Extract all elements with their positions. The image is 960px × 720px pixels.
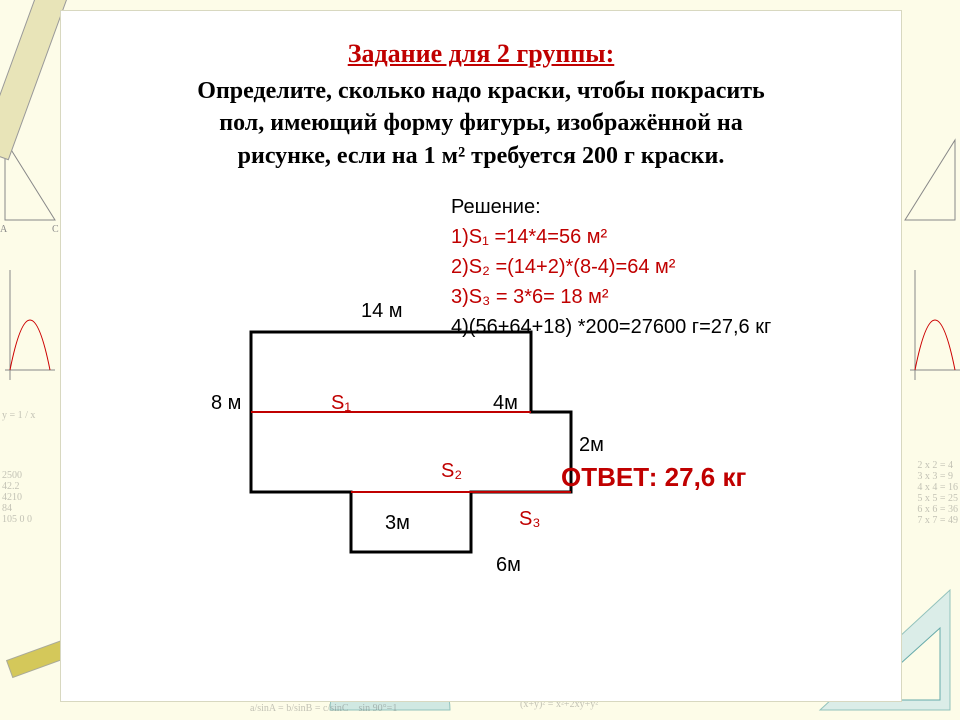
content-panel: Задание для 2 группы: Определите, скольк… — [60, 10, 902, 702]
problem-line-1: Определите, сколько надо краски, чтобы п… — [197, 78, 764, 104]
deco-axes-left — [0, 260, 55, 390]
deco-text-nums-left: 250042.2421084105 0 0 — [2, 470, 32, 525]
label-2m: 2м — [579, 434, 604, 457]
solution-step-1: 1)S₁ =14*4=56 м² — [451, 222, 771, 252]
deco-triangle-right — [900, 120, 960, 240]
label-8m: 8 м — [211, 392, 241, 415]
deco-axes-right — [905, 260, 960, 390]
label-s1: S₁ — [331, 392, 351, 415]
problem-line-3: рисунке, если на 1 м² требуется 200 г кр… — [238, 143, 725, 169]
solution-step-4: 4)(56+64+18) *200=27600 г=27,6 кг — [451, 312, 771, 342]
label-4m: 4м — [493, 392, 518, 415]
deco-text-mult: 2 x 2 = 43 x 3 = 94 x 4 = 165 x 5 = 256 … — [917, 460, 958, 526]
solution-step-2: 2)S₂ =(14+2)*(8-4)=64 м² — [451, 252, 771, 282]
task-title: Задание для 2 группы: — [61, 39, 901, 69]
label-s3: S₃ — [519, 508, 540, 531]
deco-text-yfx: y = 1 / x — [2, 410, 35, 421]
svg-text:A: A — [0, 224, 8, 235]
solution-step-3: 3)S₃ = 3*6= 18 м² — [451, 282, 771, 312]
answer-text: ОТВЕТ: 27,6 кг — [561, 462, 746, 493]
label-3m: 3м — [385, 512, 410, 535]
problem-line-2: пол, имеющий форму фигуры, изображённой … — [219, 110, 742, 136]
content-area: 14 м 8 м 4м 2м 3м 6м S₁ S₂ S₃ Решение: 1… — [61, 192, 901, 652]
solution-header: Решение: — [451, 192, 771, 222]
problem-text: Определите, сколько надо краски, чтобы п… — [91, 75, 871, 172]
solution-block: Решение: 1)S₁ =14*4=56 м² 2)S₂ =(14+2)*(… — [451, 192, 771, 342]
label-6m: 6м — [496, 554, 521, 577]
label-14m: 14 м — [361, 300, 403, 323]
deco-formula-1: a/sinA = b/sinB = c/sinC sin 90°=1 — [250, 703, 397, 714]
svg-text:C: C — [52, 224, 59, 235]
label-s2: S₂ — [441, 460, 462, 483]
